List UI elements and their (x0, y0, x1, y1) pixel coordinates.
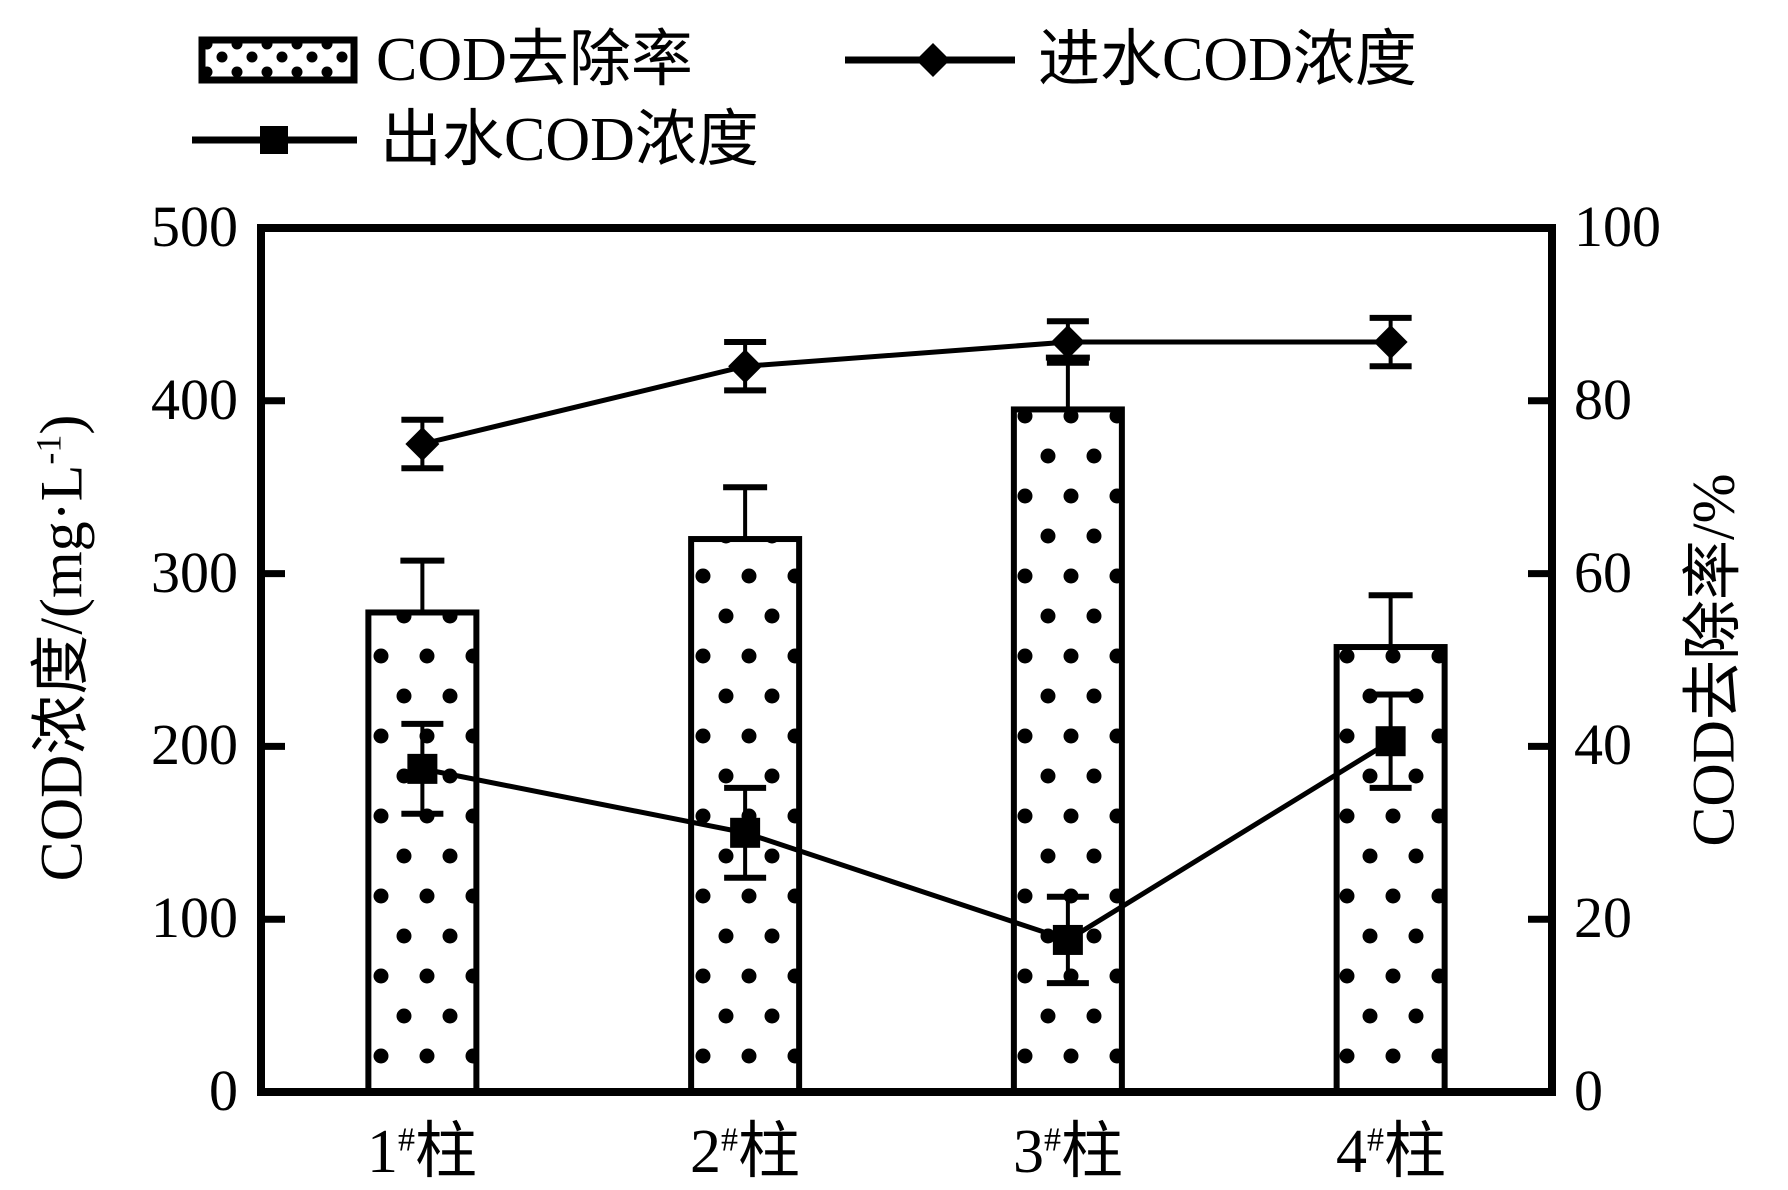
plot-border (257, 224, 1556, 1096)
legend-item-influent-cod: 进水COD浓度 (845, 26, 1417, 94)
left-tick-label-0: 0 (209, 1057, 238, 1123)
left-tick-label-100: 100 (151, 885, 238, 951)
square-marker-2 (730, 817, 761, 848)
legend-label-cod-removal: COD去除率 (376, 26, 693, 94)
right-tick-label-80: 80 (1574, 366, 1632, 432)
legend-item-effluent-cod: 出水COD浓度 (192, 106, 759, 174)
diamond-marker-3 (1050, 325, 1085, 360)
left-tick-label-200: 200 (151, 712, 238, 778)
right-tick-label-100: 100 (1574, 193, 1661, 259)
line-square (421, 739, 1392, 943)
diamond-line-swatch-icon (845, 43, 1015, 77)
left-tick-label-300: 300 (151, 539, 238, 605)
bar-column-1 (365, 609, 480, 1095)
x-label-column-4: 4#柱 (1335, 1118, 1447, 1186)
right-tick-label-40: 40 (1574, 712, 1632, 778)
square-line-swatch-icon (192, 126, 357, 154)
left-tick-label-500: 500 (151, 193, 238, 259)
x-label-column-3: 3#柱 (1012, 1118, 1124, 1186)
legend-label-influent-cod: 进水COD浓度 (1038, 26, 1417, 94)
x-label-column-1: 1#柱 (366, 1118, 478, 1186)
square-marker-4 (1375, 726, 1406, 757)
square-marker-1 (407, 753, 438, 784)
plot-layer (257, 224, 1556, 1096)
left-tick-label-400: 400 (151, 366, 238, 432)
dotted-bar-swatch-icon (198, 36, 358, 84)
legend-label-effluent-cod: 出水COD浓度 (380, 106, 759, 174)
square-marker-3 (1052, 924, 1083, 955)
x-label-column-2: 2#柱 (689, 1118, 801, 1186)
right-tick-label-0: 0 (1574, 1057, 1603, 1123)
right-tick-label-60: 60 (1574, 539, 1632, 605)
bar-column-3 (1010, 406, 1125, 1095)
right-tick-label-20: 20 (1574, 885, 1632, 951)
legend-item-cod-removal: COD去除率 (198, 26, 693, 94)
diamond-marker-1 (405, 427, 440, 461)
diamond-marker-4 (1373, 325, 1408, 360)
diamond-marker-2 (728, 349, 763, 384)
line-diamond (421, 339, 1391, 447)
